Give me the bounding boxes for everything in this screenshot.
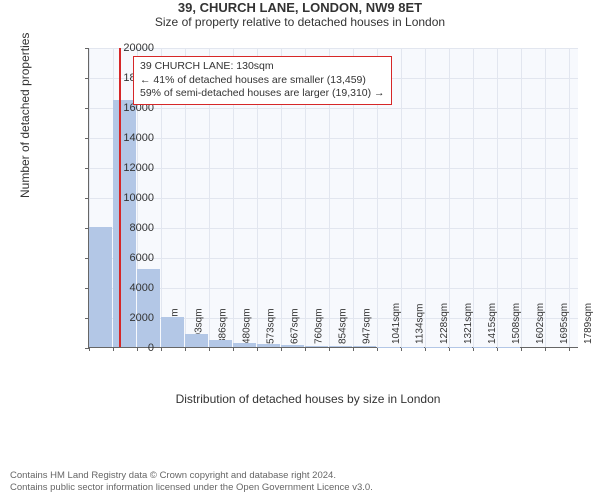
histogram-bar	[137, 269, 160, 347]
grid-line-h	[89, 228, 578, 229]
chart-title: 39, CHURCH LANE, LONDON, NW9 8ET	[0, 0, 600, 15]
xtick-label: 480sqm	[242, 308, 253, 344]
xtick-mark	[497, 347, 498, 351]
grid-line-v	[497, 48, 498, 347]
xtick-label: 667sqm	[290, 308, 301, 344]
chart-container: Number of detached properties 39 CHURCH …	[28, 38, 588, 418]
grid-line-h	[89, 138, 578, 139]
xtick-mark	[209, 347, 210, 351]
histogram-bar	[257, 344, 280, 347]
histogram-bar	[209, 340, 232, 348]
xtick-mark	[89, 347, 90, 351]
grid-line-h	[89, 258, 578, 259]
xtick-label: 1789sqm	[583, 303, 594, 344]
ytick-label: 4000	[99, 282, 154, 294]
footer-line-2: Contains public sector information licen…	[10, 482, 373, 494]
xtick-mark	[473, 347, 474, 351]
ytick-label: 12000	[99, 162, 154, 174]
histogram-bar	[281, 345, 304, 347]
xtick-mark	[425, 347, 426, 351]
xtick-label: 947sqm	[362, 308, 373, 344]
histogram-bar	[185, 334, 208, 348]
annotation-box: 39 CHURCH LANE: 130sqm← 41% of detached …	[133, 56, 392, 105]
ytick-label: 10000	[99, 192, 154, 204]
xtick-mark	[377, 347, 378, 351]
xtick-mark	[257, 347, 258, 351]
xtick-mark	[281, 347, 282, 351]
annotation-line: ← 41% of detached houses are smaller (13…	[140, 74, 385, 88]
xtick-label: 854sqm	[338, 308, 349, 344]
xtick-mark	[305, 347, 306, 351]
xtick-mark	[161, 347, 162, 351]
grid-line-v	[545, 48, 546, 347]
grid-line-v	[401, 48, 402, 347]
histogram-bar	[353, 346, 376, 347]
grid-line-v	[425, 48, 426, 347]
xtick-label: 1134sqm	[415, 304, 426, 344]
ytick-label: 20000	[99, 42, 154, 54]
xtick-label: 573sqm	[266, 308, 277, 344]
grid-line-h	[89, 108, 578, 109]
property-marker-line	[119, 48, 121, 347]
grid-line-h	[89, 48, 578, 49]
xtick-mark	[521, 347, 522, 351]
ytick-label: 14000	[99, 132, 154, 144]
ytick-label: 6000	[99, 252, 154, 264]
grid-line-h	[89, 198, 578, 199]
grid-line-v	[449, 48, 450, 347]
xtick-mark	[449, 347, 450, 351]
ytick-label: 2000	[99, 312, 154, 324]
footer-line-1: Contains HM Land Registry data © Crown c…	[10, 470, 373, 482]
xtick-label: 760sqm	[314, 308, 325, 344]
xtick-mark	[569, 347, 570, 351]
y-axis-title: Number of detached properties	[18, 33, 32, 198]
xtick-mark	[353, 347, 354, 351]
histogram-bar	[233, 343, 256, 348]
footer-attribution: Contains HM Land Registry data © Crown c…	[10, 470, 373, 494]
xtick-mark	[329, 347, 330, 351]
annotation-line: 59% of semi-detached houses are larger (…	[140, 87, 385, 101]
histogram-bar	[329, 346, 352, 347]
x-axis-title: Distribution of detached houses by size …	[28, 392, 588, 406]
grid-line-h	[89, 288, 578, 289]
histogram-bar	[161, 317, 184, 347]
ytick-label: 8000	[99, 222, 154, 234]
histogram-bar	[305, 346, 328, 348]
plot-area: 39 CHURCH LANE: 130sqm← 41% of detached …	[88, 48, 578, 348]
grid-line-v	[521, 48, 522, 347]
chart-subtitle: Size of property relative to detached ho…	[0, 15, 600, 29]
annotation-line: 39 CHURCH LANE: 130sqm	[140, 60, 385, 74]
grid-line-v	[473, 48, 474, 347]
xtick-mark	[545, 347, 546, 351]
xtick-mark	[185, 347, 186, 351]
ytick-label: 0	[99, 342, 154, 354]
xtick-mark	[401, 347, 402, 351]
xtick-mark	[233, 347, 234, 351]
grid-line-v	[569, 48, 570, 347]
grid-line-h	[89, 168, 578, 169]
